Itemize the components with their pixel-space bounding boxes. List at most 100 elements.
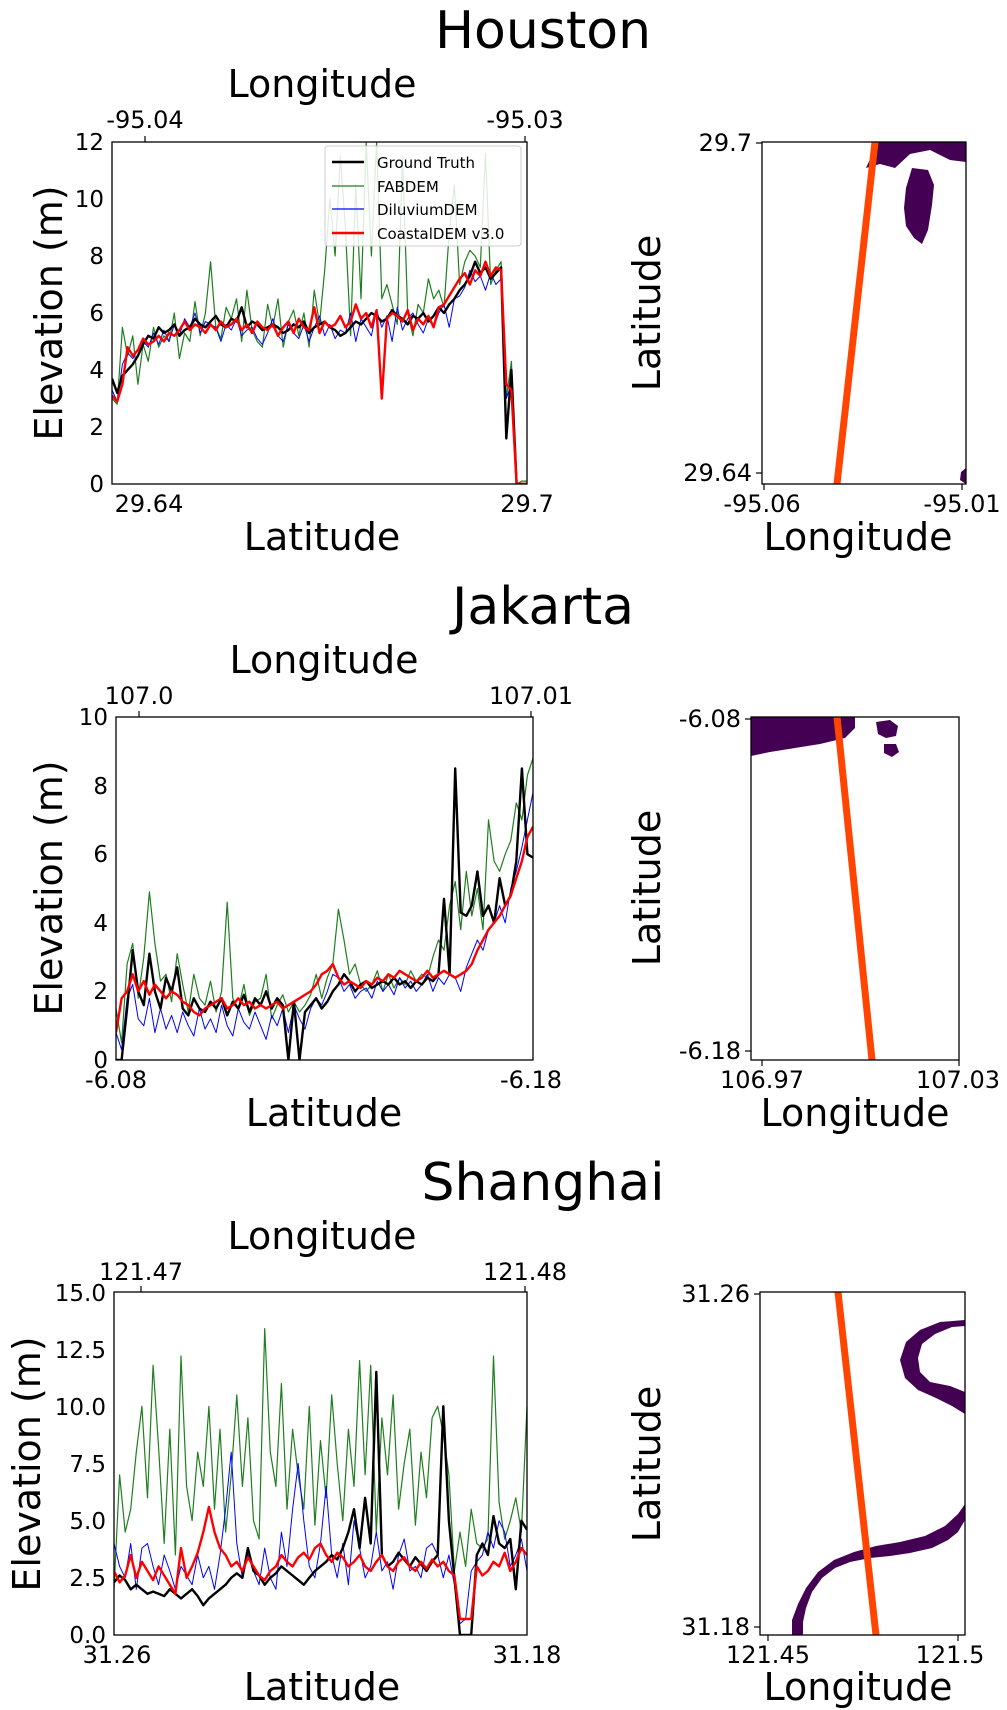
houston-top-tick-right: -95.03 <box>486 106 563 134</box>
houston-map-xtick-right: -95.01 <box>923 490 1000 518</box>
legend-box <box>324 145 522 247</box>
jakarta-axes-frame <box>115 716 534 1061</box>
houston-map-ylabel: Latitude <box>625 235 669 391</box>
jakarta-xtick-left: -6.08 <box>85 1066 147 1094</box>
shanghai-transect-line <box>834 1291 880 1636</box>
houston-map-ytick-bottom: 29.64 <box>683 459 752 487</box>
shanghai-ytick-2: 5.0 <box>69 1509 106 1535</box>
shanghai-map-xlabel: Longitude <box>764 1665 953 1709</box>
shanghai-xtick-right: 31.18 <box>493 1641 562 1669</box>
houston-ytick-1: 2 <box>89 415 104 441</box>
jakarta-series-ground-truth <box>116 767 533 1060</box>
houston-water-mask <box>904 168 934 244</box>
legend-label-coastaldem: CoastalDEM v3.0 <box>377 225 504 243</box>
shanghai-series-coastaldem-v3-0 <box>114 1505 527 1621</box>
shanghai-ytick-4: 10.0 <box>55 1395 106 1421</box>
shanghai-xtick-left: 31.26 <box>83 1641 152 1669</box>
houston-ytick-6: 12 <box>75 130 104 156</box>
jakarta-map-frame <box>750 716 960 1061</box>
jakarta-series-layer <box>116 758 533 1060</box>
houston-water-mask <box>866 142 966 168</box>
houston-map-ytick-top: 29.7 <box>699 129 752 157</box>
shanghai-ylabel: Elevation (m) <box>5 1336 49 1591</box>
shanghai-ytick-6: 15.0 <box>55 1281 106 1307</box>
houston-section: Houston Longitude -95.04 -95.03 Elevatio… <box>27 1 1001 559</box>
jakarta-transect-line <box>833 716 876 1061</box>
jakarta-series-coastaldem-v3-0 <box>116 826 533 1033</box>
shanghai-water-mask <box>900 1320 965 1414</box>
shanghai-map-plot: 31.26 31.18 Latitude 121.45 121.5 Longit… <box>625 1280 984 1709</box>
jakarta-map-ylabel: Latitude <box>625 810 669 966</box>
jakarta-title: Jakarta <box>449 577 634 637</box>
shanghai-map-background <box>760 1292 965 1635</box>
houston-axes-frame <box>111 141 528 485</box>
shanghai-section: Shanghai Longitude 121.47 121.48 Elevati… <box>5 1153 984 1709</box>
shanghai-map-ylabel: Latitude <box>625 1386 669 1542</box>
houston-series-coastaldem-v3-0 <box>112 260 527 484</box>
houston-top-tick-left: -95.04 <box>106 106 183 134</box>
shanghai-water-mask <box>792 1504 965 1635</box>
shanghai-ytick-3: 7.5 <box>69 1452 106 1478</box>
houston-xtick-right: 29.7 <box>500 490 553 518</box>
houston-ytick-5: 10 <box>75 187 104 213</box>
houston-profile-plot: Longitude -95.04 -95.03 Elevation (m) 0 … <box>27 62 564 559</box>
houston-ylabel: Elevation (m) <box>27 185 71 440</box>
houston-title: Houston <box>435 1 651 61</box>
jakarta-profile-plot: Longitude 107.0 107.01 Elevation (m) 0 2… <box>27 638 573 1135</box>
jakarta-series-diluviumdem <box>116 792 533 1051</box>
jakarta-ytick-5: 10 <box>79 705 108 731</box>
shanghai-map-ytick-bottom: 31.18 <box>681 1613 750 1641</box>
shanghai-axes-frame <box>113 1291 528 1636</box>
houston-xtick-left: 29.64 <box>115 490 184 518</box>
shanghai-series-ground-truth <box>114 1370 527 1635</box>
houston-map-frame <box>761 141 967 485</box>
jakarta-map-xtick-right: 107.03 <box>916 1066 1000 1094</box>
shanghai-title: Shanghai <box>421 1153 664 1213</box>
jakarta-ylabel: Elevation (m) <box>27 760 71 1015</box>
shanghai-series-layer <box>114 1327 527 1635</box>
shanghai-xlabel: Latitude <box>244 1665 400 1709</box>
houston-transect-line <box>833 141 879 485</box>
jakarta-section: Jakarta Longitude 107.0 107.01 Elevation… <box>27 577 1000 1135</box>
houston-map-xlabel: Longitude <box>764 515 953 559</box>
jakarta-ytick-3: 6 <box>93 842 108 868</box>
shanghai-series-fabdem <box>114 1327 527 1590</box>
houston-ytick-4: 8 <box>89 244 104 270</box>
shanghai-top-tick-left: 121.47 <box>99 1258 183 1286</box>
jakarta-top-tick-left: 107.0 <box>105 682 174 710</box>
shanghai-top-tick-right: 121.48 <box>483 1258 567 1286</box>
jakarta-top-xlabel: Longitude <box>230 638 419 682</box>
houston-map-xtick-left: -95.06 <box>723 490 800 518</box>
jakarta-ytick-4: 8 <box>93 774 108 800</box>
jakarta-map-ytick-bottom: -6.18 <box>679 1037 741 1065</box>
shanghai-ytick-1: 2.5 <box>69 1566 106 1592</box>
shanghai-ytick-0: 0.0 <box>69 1623 106 1649</box>
shanghai-map-xtick-left: 121.45 <box>726 1641 810 1669</box>
jakarta-map-xtick-left: 106.97 <box>720 1066 804 1094</box>
shanghai-map-xtick-right: 121.5 <box>916 1641 985 1669</box>
houston-map-plot: 29.7 29.64 Latitude -95.06 -95.01 Longit… <box>625 129 1001 559</box>
houston-legend: Ground Truth FABDEM DiluviumDEM CoastalD… <box>324 145 522 247</box>
jakarta-series-fabdem <box>116 758 533 1044</box>
houston-map-background <box>762 142 966 484</box>
houston-series-diluviumdem <box>112 269 527 484</box>
houston-top-xlabel: Longitude <box>228 62 417 106</box>
jakarta-map-xlabel: Longitude <box>761 1091 950 1135</box>
jakarta-map-ytick-top: -6.08 <box>679 705 741 733</box>
houston-ytick-2: 4 <box>89 358 104 384</box>
jakarta-top-tick-right: 107.01 <box>489 682 573 710</box>
jakarta-map-plot: -6.08 -6.18 Latitude 106.97 107.03 Longi… <box>625 705 1000 1135</box>
houston-xlabel: Latitude <box>244 515 400 559</box>
jakarta-water-mask <box>751 717 855 756</box>
jakarta-xtick-right: -6.18 <box>500 1066 562 1094</box>
legend-label-diluvium: DiluviumDEM <box>377 201 478 219</box>
shanghai-map-ytick-top: 31.26 <box>681 1280 750 1308</box>
houston-ytick-3: 6 <box>89 301 104 327</box>
legend-label-ground-truth: Ground Truth <box>377 154 475 172</box>
jakarta-ytick-1: 2 <box>93 979 108 1005</box>
jakarta-ytick-2: 4 <box>93 911 108 937</box>
jakarta-water-mask <box>884 744 899 757</box>
houston-series-layer <box>112 142 527 484</box>
shanghai-ytick-5: 12.5 <box>55 1338 106 1364</box>
houston-water-mask <box>960 468 966 484</box>
